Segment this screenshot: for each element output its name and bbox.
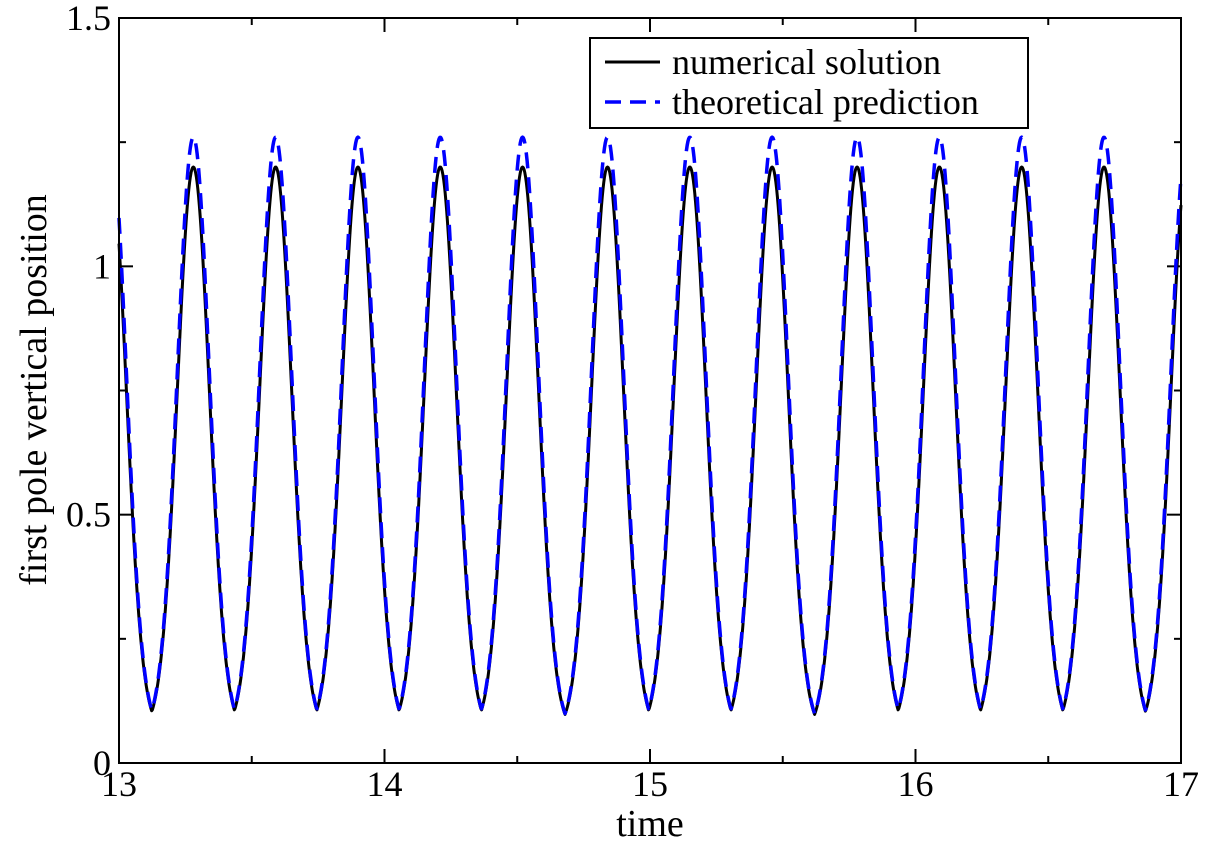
plot-frame	[118, 17, 1182, 764]
tick-marks	[118, 17, 1182, 764]
legend-label-numerical-solution: numerical solution	[672, 42, 941, 82]
y-tick-label: 1	[93, 246, 111, 286]
y-axis-label: first pole vertical position	[13, 194, 55, 586]
x-tick-label: 16	[898, 764, 934, 804]
y-tick-label: 0	[93, 743, 111, 783]
tick-labels: 13 14 15 16 17 0 0.5 1 1.5	[66, 0, 1199, 804]
x-tick-label: 17	[1163, 764, 1199, 804]
x-tick-label: 13	[101, 764, 137, 804]
x-tick-label: 15	[632, 764, 668, 804]
series-lines	[117, 135, 1183, 716]
x-axis-label: time	[616, 803, 684, 845]
series-line-theoretical-prediction	[117, 135, 1183, 716]
legend-box	[589, 37, 1029, 129]
legend-label-theoretical-prediction: theoretical prediction	[672, 82, 979, 122]
x-tick-label: 14	[367, 764, 403, 804]
legend: numerical solution theoretical predictio…	[589, 37, 1029, 129]
series-line-numerical-solution	[117, 165, 1183, 716]
y-tick-label: 1.5	[66, 0, 111, 38]
y-tick-label: 0.5	[66, 495, 111, 535]
